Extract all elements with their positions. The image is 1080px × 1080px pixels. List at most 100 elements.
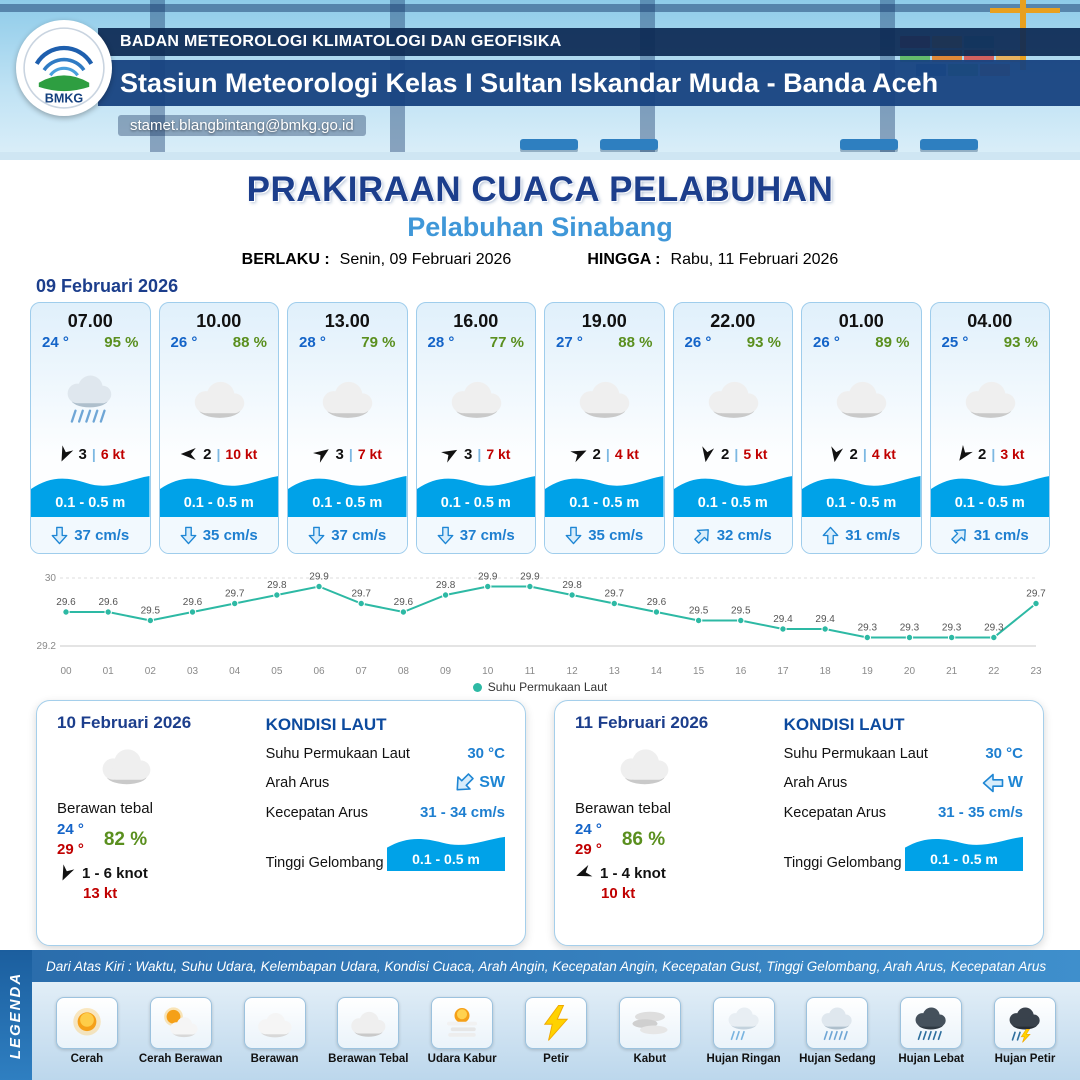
legend-side-label: LEGENDA (7, 971, 25, 1059)
legend-section: Dari Atas Kiri : Waktu, Suhu Udara, Kele… (0, 950, 1080, 1080)
wave-height-band: 0.1 - 0.5 m (416, 469, 535, 517)
current-speed-value: 31 - 34 cm/s (419, 804, 505, 821)
svg-text:29.7: 29.7 (351, 589, 371, 600)
card-time: 16.00 (453, 311, 499, 331)
svg-text:29.2: 29.2 (37, 641, 57, 652)
daily-card: 11 Februari 2026 Berawan tebal 24 ° 29 ° 86 … (554, 700, 1044, 946)
current-direction-icon (946, 522, 971, 547)
agency-bar: BADAN METEOROLOGI KLIMATOLOGI DAN GEOFIS… (98, 28, 1080, 56)
card-time: 19.00 (581, 311, 627, 331)
wave-height-band: 0.1 - 0.5 m (288, 469, 407, 517)
wave-height-value: 0.1 - 0.5 m (412, 851, 480, 867)
temp-humidity-row: 26 ° 93 % (674, 332, 793, 351)
svg-text:18: 18 (820, 666, 832, 677)
daily-temp-max: 29 ° (575, 840, 602, 858)
card-time: 07.00 (67, 311, 113, 331)
sea-conditions-title: KONDISI LAUT (783, 715, 905, 734)
wind-direction-icon (572, 861, 595, 884)
hourly-card: 01.00 26 ° 89 % 2 | 4 kt 0.1 - 0.5 m 31 cm/s (801, 302, 922, 554)
wave-height: 0.1 - 0.5 m (440, 495, 511, 511)
temp-humidity-row: 28 ° 77 % (417, 332, 536, 351)
legend-item: Cerah Berawan (134, 996, 228, 1066)
wind-force: 2 (849, 445, 858, 463)
current-direction-icon (437, 526, 454, 545)
legend-item-label: Hujan Ringan (706, 1052, 781, 1065)
svg-text:29.7: 29.7 (1026, 589, 1046, 600)
wind-row: 2 | 3 kt (931, 445, 1050, 463)
current-speed: 31 cm/s (973, 526, 1029, 544)
current-speed: 31 cm/s (845, 526, 901, 544)
svg-text:08: 08 (398, 666, 410, 677)
cerah-icon (55, 996, 118, 1049)
current-direction-icon (308, 526, 325, 545)
chart-legend-marker-icon (472, 682, 482, 692)
wind-speed: 5 kt (743, 446, 768, 462)
separator: | (862, 446, 867, 462)
legend-note: Dari Atas Kiri : Waktu, Suhu Udara, Kele… (0, 950, 1080, 982)
svg-text:17: 17 (777, 666, 789, 677)
wave-height-label: Tinggi Gelombang (265, 855, 384, 871)
wave-height-band: 0.1 - 0.5 m (905, 831, 1023, 871)
bmkg-logo-graphic: BMKG (23, 27, 105, 109)
wave-height: 0.1 - 0.5 m (569, 495, 640, 511)
wind-direction-icon (697, 444, 718, 465)
wind-row: 3 | 7 kt (288, 445, 407, 463)
card-humidity: 88 % (232, 334, 267, 351)
legend-item: Udara Kabur (415, 996, 509, 1066)
wave-height-label: Tinggi Gelombang (783, 855, 902, 871)
daily-gust: 10 kt (601, 885, 636, 902)
petir-icon (524, 996, 587, 1049)
seat-row (920, 139, 978, 150)
card-time: 13.00 (324, 311, 370, 331)
validity-line: BERLAKU : Senin, 09 Februari 2026 HINGGA… (0, 251, 1080, 269)
floor (0, 152, 1080, 160)
daily-temp-max: 29 ° (57, 840, 84, 858)
wind-force: 3 (78, 445, 87, 463)
legend-item-label: Hujan Lebat (898, 1052, 965, 1065)
wave-height-band: 0.1 - 0.5 m (31, 469, 150, 517)
svg-text:20: 20 (904, 666, 916, 677)
separator: | (734, 446, 739, 462)
wave-height: 0.1 - 0.5 m (697, 495, 768, 511)
wave-height-row: Tinggi Gelombang 0.1 - 0.5 m (266, 831, 505, 871)
hourly-card: 10.00 26 ° 88 % 2 | 10 kt 0.1 - 0.5 m 35 cm/s (158, 302, 279, 554)
legend-item: Berawan Tebal (321, 996, 415, 1066)
svg-text:29.7: 29.7 (605, 589, 625, 600)
sst-chart-plot: 30 29.2 29.6 00 29.6 01 29.5 02 29.6 03 29.7 04 29.8… (37, 572, 1047, 678)
legend-item-label: Petir (543, 1052, 569, 1065)
svg-text:23: 23 (1030, 666, 1042, 677)
hourly-card: 16.00 28 ° 77 % 3 | 7 kt 0.1 - 0.5 m 37 cm/s (415, 302, 536, 554)
wind-row: 3 | 7 kt (417, 445, 536, 463)
temp-humidity-row: 26 ° 89 % (802, 332, 921, 351)
wind-force: 2 (203, 445, 212, 463)
current-speed-row: Kecepatan Arus 31 - 35 cm/s (784, 804, 1023, 821)
svg-text:09: 09 (440, 666, 452, 677)
current-direction-row: Arah Arus W (784, 772, 1023, 794)
current-speed-value: 31 - 35 cm/s (937, 804, 1023, 821)
legend-item: Hujan Sedang (791, 996, 885, 1066)
wave-height: 0.1 - 0.5 m (826, 495, 897, 511)
wind-force: 3 (464, 445, 473, 463)
svg-text:29.6: 29.6 (183, 597, 203, 608)
wind-direction-icon (309, 441, 334, 466)
current-speed: 32 cm/s (716, 526, 772, 544)
weather-hujan-sedang-icon (31, 351, 150, 445)
current-speed-label: Kecepatan Arus (265, 804, 369, 821)
wind-row: 3 | 6 kt (31, 445, 150, 463)
card-time: 22.00 (710, 311, 756, 331)
svg-text:29.8: 29.8 (267, 580, 287, 591)
wind-direction-icon (567, 442, 591, 466)
wind-force: 2 (592, 445, 601, 463)
temp-humidity-row: 25 ° 93 % (931, 332, 1050, 351)
header: BMKG BADAN METEOROLOGI KLIMATOLOGI DAN G… (0, 0, 1080, 160)
svg-text:14: 14 (651, 666, 663, 677)
current-direction-icon (51, 526, 68, 545)
station-email: stamet.blangbintang@bmkg.go.id (118, 115, 366, 136)
agency-name: BADAN METEOROLOGI KLIMATOLOGI DAN GEOFIS… (120, 33, 562, 50)
forecast-date: 09 Februari 2026 (36, 276, 179, 296)
svg-text:29.3: 29.3 (942, 623, 962, 634)
card-humidity: 93 % (1003, 334, 1038, 351)
svg-text:15: 15 (693, 666, 705, 677)
svg-text:29.6: 29.6 (394, 597, 414, 608)
weather-berawan-tebal-icon (545, 351, 664, 445)
